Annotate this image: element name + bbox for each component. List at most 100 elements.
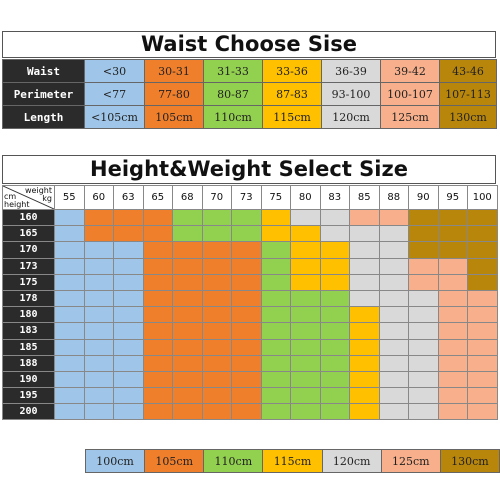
waist-cell: 36-39 [321, 59, 381, 83]
size-cell-gold [467, 257, 498, 275]
size-cell-gray [408, 370, 439, 389]
size-cell-gray [408, 338, 439, 356]
size-cell-blue [54, 370, 85, 389]
height-label: 183 [2, 322, 55, 340]
legend-cell-green: 110cm [203, 449, 264, 473]
size-cell-gold [467, 208, 498, 227]
size-cell-blue [113, 387, 144, 405]
size-cell-blue [83, 403, 114, 421]
height-row: 185 [2, 338, 498, 356]
size-cell-peach [408, 273, 439, 291]
size-cell-peach [437, 338, 468, 356]
legend-cell-yellow: 115cm [262, 449, 323, 473]
size-cell-gray [319, 225, 350, 243]
row-label-length: Length [2, 105, 85, 129]
size-cell-orange [172, 322, 203, 340]
size-cell-gray [408, 306, 439, 324]
size-cell-blue [54, 403, 85, 421]
size-cell-gray [378, 306, 409, 324]
size-cell-blue [113, 289, 144, 308]
size-cell-peach [467, 338, 498, 356]
height-label: 160 [2, 208, 55, 227]
size-cell-orange [172, 241, 203, 259]
size-cell-orange [142, 289, 173, 308]
size-cell-orange [172, 370, 203, 389]
waist-chart-table: Waist <30 30-31 31-33 33-36 36-39 39-42 … [2, 59, 497, 129]
size-cell-orange [172, 354, 203, 372]
size-cell-blue [113, 257, 144, 275]
height-row: 170 [2, 241, 498, 259]
size-cell-peach [467, 289, 498, 308]
height-label: 188 [2, 354, 55, 372]
weight-header-cell: 63 [113, 185, 144, 210]
length-cell: 105cm [144, 105, 204, 129]
size-cell-gold [408, 241, 439, 259]
size-cell-orange [201, 257, 232, 275]
perimeter-cell: 107-113 [439, 82, 497, 106]
size-cell-green [260, 354, 291, 372]
size-cell-orange [142, 306, 173, 324]
size-cell-green [172, 225, 203, 243]
size-cell-peach [437, 354, 468, 372]
size-cell-blue [83, 338, 114, 356]
waist-row: Waist <30 30-31 31-33 33-36 36-39 39-42 … [2, 59, 497, 83]
length-cell: 115cm [262, 105, 322, 129]
size-cell-peach [437, 257, 468, 275]
size-cell-orange [231, 370, 262, 389]
size-cell-gold [467, 225, 498, 243]
size-cell-blue [54, 257, 85, 275]
size-cell-green [290, 306, 321, 324]
size-cell-blue [83, 257, 114, 275]
size-cell-blue [54, 354, 85, 372]
height-row: 160 [2, 208, 498, 227]
size-cell-yellow [319, 241, 350, 259]
size-cell-gold [437, 208, 468, 227]
size-chart-title: Height&Weight Select Size [2, 155, 496, 184]
size-cell-orange [231, 273, 262, 291]
size-cell-blue [83, 289, 114, 308]
size-cell-orange [142, 354, 173, 372]
weight-header-cell: 95 [437, 185, 468, 210]
size-cell-gray [408, 289, 439, 308]
size-cell-orange [172, 387, 203, 405]
weight-header-cell: 73 [231, 185, 262, 210]
size-cell-gray [378, 273, 409, 291]
size-cell-orange [142, 225, 173, 243]
weight-header-row: weight kg cm height 55 60 63 65 68 70 73 75 80 83 85 88… [2, 185, 498, 210]
size-cell-green [290, 322, 321, 340]
corner-header: weight kg cm height [2, 185, 55, 210]
height-label: 175 [2, 273, 55, 291]
height-row: 173 [2, 257, 498, 275]
length-cell: <105cm [84, 105, 145, 129]
length-cell: 110cm [203, 105, 263, 129]
perimeter-cell: 77-80 [144, 82, 204, 106]
size-cell-blue [54, 273, 85, 291]
size-cell-gray [349, 257, 380, 275]
height-label: 190 [2, 370, 55, 389]
size-cell-blue [83, 387, 114, 405]
size-cell-green [260, 387, 291, 405]
size-cell-blue [54, 208, 85, 227]
size-cell-peach [437, 387, 468, 405]
size-cell-orange [83, 225, 114, 243]
perimeter-cell: 93-100 [321, 82, 381, 106]
height-label: 170 [2, 241, 55, 259]
size-cell-blue [113, 338, 144, 356]
size-cell-peach [349, 208, 380, 227]
size-cell-gray [378, 338, 409, 356]
size-cell-gray [378, 289, 409, 308]
size-cell-orange [201, 370, 232, 389]
length-legend: 100cm 105cm 110cm 115cm 120cm 125cm 130cm [84, 449, 500, 473]
height-row: 165 [2, 225, 498, 243]
legend-cell-peach: 125cm [380, 449, 441, 473]
size-cell-orange [201, 338, 232, 356]
size-cell-gold [437, 225, 468, 243]
size-cell-green [260, 257, 291, 275]
perimeter-cell: 100-107 [380, 82, 440, 106]
size-cell-gray [378, 241, 409, 259]
size-cell-gold [408, 225, 439, 243]
weight-header-cell: 75 [260, 185, 291, 210]
size-cell-blue [113, 403, 144, 421]
size-cell-gray [349, 289, 380, 308]
size-cell-gray [290, 208, 321, 227]
